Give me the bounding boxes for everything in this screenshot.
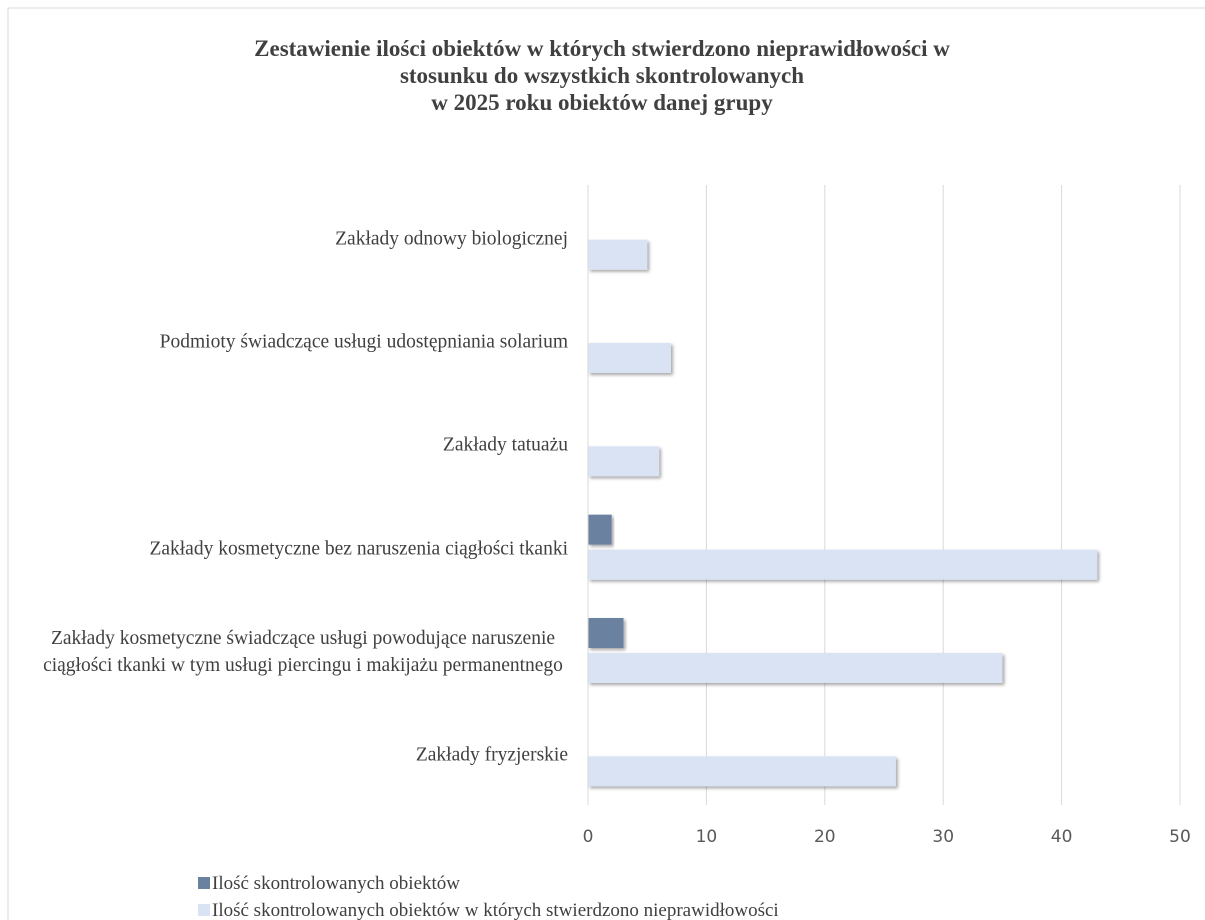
x-tick-label: 20 [814, 827, 836, 847]
y-tick-text: Zakłady tatuażu [442, 434, 568, 456]
bar [588, 618, 624, 648]
bar [588, 756, 896, 787]
bar [588, 239, 648, 270]
chart-title: stosunku do wszystkich skontrolowanych [400, 63, 804, 88]
bar [588, 653, 1003, 683]
legend-label: Ilość skontrolowanych obiektów [212, 873, 460, 894]
bar [588, 514, 612, 545]
y-tick-label: Zakłady kosmetyczne świadczące usługi po… [38, 625, 568, 679]
y-tick-text: Zakłady kosmetyczne świadczące usługi po… [43, 628, 563, 676]
chart-title: Zestawienie ilości obiektów w których st… [254, 36, 950, 61]
legend-label: Ilość skontrolowanych obiektów w których… [212, 900, 779, 920]
y-tick-label: Zakłady kosmetyczne bez naruszenia ciągł… [38, 535, 568, 562]
bar [588, 446, 660, 477]
y-tick-label: Podmioty świadczące usługi udostępniania… [38, 329, 568, 356]
x-tick-label: 0 [583, 827, 594, 847]
y-tick-label: Zakłady fryzjerskie [38, 742, 568, 769]
y-tick-text: Zakłady kosmetyczne bez naruszenia ciągł… [149, 538, 568, 560]
bar [588, 343, 671, 373]
x-tick-label: 10 [696, 827, 718, 847]
y-tick-text: Zakłady odnowy biologicznej [335, 228, 568, 250]
x-tick-label: 50 [1169, 827, 1191, 847]
bar [588, 549, 1098, 580]
legend-swatch [198, 877, 210, 889]
y-tick-label: Zakłady tatuażu [38, 432, 568, 459]
x-tick-label: 30 [932, 827, 954, 847]
chart-title: w 2025 roku obiektów danej grupy [431, 90, 773, 115]
y-tick-label: Zakłady odnowy biologicznej [38, 225, 568, 252]
chart-border [7, 7, 1205, 920]
legend-swatch [198, 904, 210, 916]
y-tick-text: Zakłady fryzjerskie [415, 744, 568, 766]
y-tick-text: Podmioty świadczące usługi udostępniania… [159, 331, 568, 353]
x-tick-label: 40 [1051, 827, 1073, 847]
